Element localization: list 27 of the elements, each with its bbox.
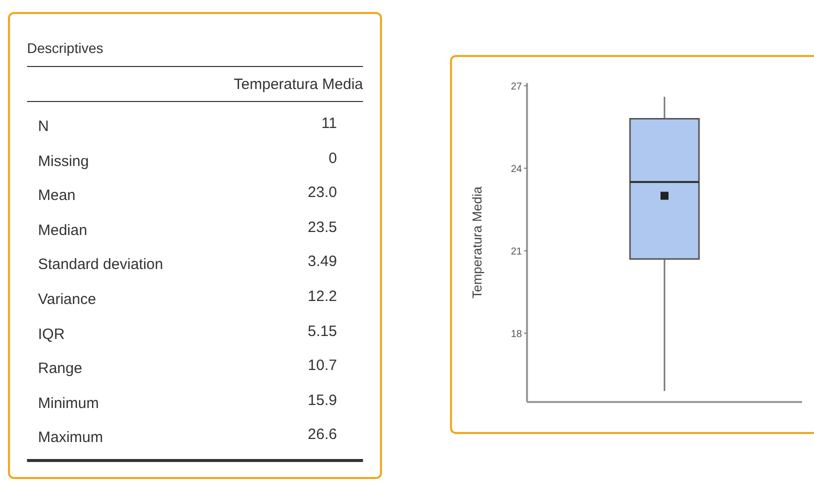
data-label: 10.7	[308, 357, 337, 374]
y-tick-label: 27	[510, 81, 522, 92]
category-label: Minimum	[38, 394, 99, 412]
category-label: Mean	[38, 187, 76, 204]
y-tick-label: 21	[510, 246, 522, 258]
data-label: 15.9	[308, 392, 337, 409]
category-label: Range	[38, 360, 82, 378]
data-label: 26.6	[308, 426, 337, 444]
category-label: N	[38, 118, 49, 135]
data-label: 23.0	[308, 184, 337, 202]
data-label: 12.2	[308, 288, 337, 305]
y-axis-title: Temperatura Media	[470, 186, 485, 298]
text: Descriptives	[27, 40, 104, 56]
category-label: Maximum	[38, 429, 104, 446]
data-label: 5.15	[308, 322, 337, 340]
y-tick-label: 24	[510, 164, 522, 175]
category-label: Variance	[38, 291, 96, 308]
data-label: 11	[321, 115, 337, 132]
category-label: Missing	[38, 152, 89, 170]
category-label: IQR	[38, 326, 65, 343]
series-label: Temperatura Media	[234, 76, 363, 93]
category-label: Standard deviation	[38, 256, 164, 274]
category-label: Median	[38, 222, 88, 239]
data-label: 23.5	[308, 218, 337, 236]
data-label: 3.49	[308, 253, 337, 270]
data-label: 0	[328, 150, 337, 167]
y-tick-label: 18	[510, 328, 522, 340]
